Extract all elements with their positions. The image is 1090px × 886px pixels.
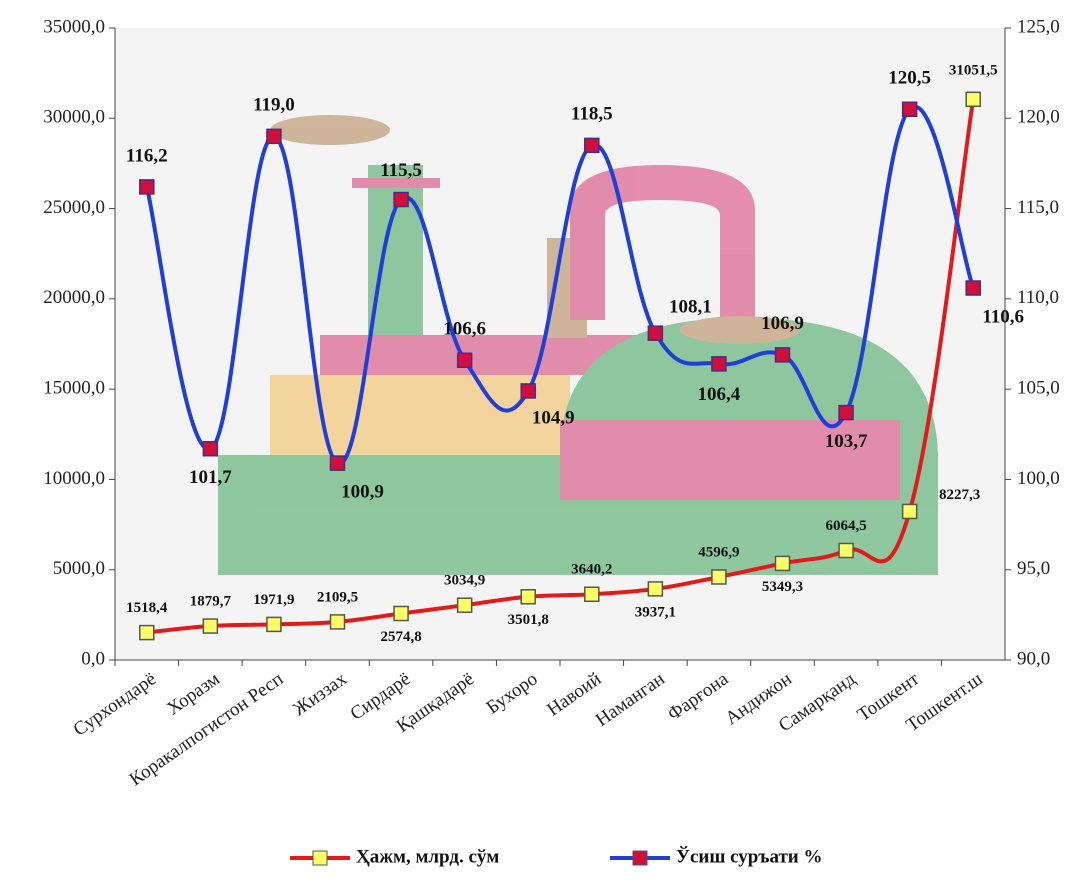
marker <box>901 503 918 520</box>
y-tick-label: 0,0 <box>81 648 105 669</box>
value-label: 106,6 <box>443 319 486 340</box>
value-label: 115,5 <box>380 160 422 181</box>
smoke <box>680 316 800 344</box>
marker <box>838 404 854 421</box>
marker <box>965 91 981 108</box>
value-label: 1879,7 <box>190 593 232 609</box>
y2-tick-label: 100,0 <box>1017 468 1060 489</box>
y-tick-label: 15000,0 <box>43 378 105 399</box>
x-tick-label: Фарғона <box>664 668 733 725</box>
value-label: 1518,4 <box>126 600 168 616</box>
value-label: 5349,3 <box>762 579 803 595</box>
value-label: 4596,9 <box>698 544 739 560</box>
y-tick-label: 20000,0 <box>43 287 105 308</box>
marker <box>456 597 473 613</box>
y-tick-label: 25000,0 <box>43 197 105 218</box>
marker <box>520 383 536 399</box>
marker <box>774 555 791 572</box>
value-label: 104,9 <box>532 407 575 428</box>
chimney-ring <box>352 178 440 188</box>
value-label: 119,0 <box>253 95 295 116</box>
marker <box>202 618 219 634</box>
marker <box>901 101 918 118</box>
marker <box>266 616 282 633</box>
marker <box>393 191 409 208</box>
marker <box>584 137 600 154</box>
value-label: 8227,3 <box>939 487 980 503</box>
series-line <box>146 98 976 635</box>
value-label: 100,9 <box>341 482 384 503</box>
marker <box>329 614 346 630</box>
value-label: 106,9 <box>761 313 804 334</box>
y2-tick-label: 90,0 <box>1017 648 1050 669</box>
value-label: 120,5 <box>888 68 931 89</box>
value-label: 31051,5 <box>949 63 998 79</box>
marker <box>774 347 791 363</box>
marker <box>520 589 536 605</box>
x-tick-label: Бухоро <box>483 668 542 718</box>
marker <box>266 128 282 145</box>
y-tick-label: 10000,0 <box>43 468 105 489</box>
y2-tick-label: 95,0 <box>1017 558 1050 579</box>
y2-tick-label: 105,0 <box>1017 378 1060 399</box>
y2-tick-label: 115,0 <box>1017 197 1059 218</box>
y2-tick-label: 110,0 <box>1017 287 1059 308</box>
background-illustration <box>218 115 938 575</box>
x-tick-label: Жиззах <box>289 668 351 720</box>
marker <box>329 455 346 471</box>
smoke <box>270 115 390 145</box>
marker <box>838 542 854 559</box>
marker <box>456 352 473 369</box>
value-label: 3640,2 <box>571 562 612 578</box>
legend-marker <box>312 850 328 866</box>
y-tick-label: 5000,0 <box>53 558 105 579</box>
value-label: 1971,9 <box>253 592 294 608</box>
y2-tick-label: 125,0 <box>1017 16 1060 37</box>
x-tick-label: Наманган <box>592 668 669 731</box>
value-label: 2574,8 <box>380 629 421 645</box>
marker <box>202 440 219 457</box>
pipe-arch <box>570 165 755 320</box>
value-label: 108,1 <box>669 297 712 318</box>
x-tick-label: Сурхондарё <box>70 668 160 740</box>
legend-marker <box>632 850 648 866</box>
value-label: 6064,5 <box>825 518 866 534</box>
marker <box>584 586 600 603</box>
marker <box>711 356 727 372</box>
value-label: 3501,8 <box>508 612 549 628</box>
value-label: 118,5 <box>571 104 613 125</box>
value-label: 3034,9 <box>444 573 485 589</box>
value-label: 116,2 <box>126 145 168 166</box>
y2-tick-label: 120,0 <box>1017 107 1060 128</box>
value-label: 103,7 <box>825 431 868 452</box>
value-label: 110,6 <box>982 306 1024 327</box>
marker <box>139 179 155 195</box>
value-label: 106,4 <box>698 384 741 405</box>
value-label: 101,7 <box>189 467 232 488</box>
marker <box>139 624 155 641</box>
marker <box>393 605 409 622</box>
value-label: 2109,5 <box>317 589 358 605</box>
y-tick-label: 35000,0 <box>43 16 105 37</box>
legend-label: Ўсиш суръати % <box>676 845 822 867</box>
dome-band <box>560 420 900 500</box>
marker <box>711 569 727 585</box>
value-label: 3937,1 <box>635 604 676 620</box>
marker <box>647 325 664 341</box>
marker <box>965 280 981 296</box>
legend-label: Ҳажм, млрд. сўм <box>356 846 499 867</box>
y-tick-label: 30000,0 <box>43 107 105 128</box>
marker <box>647 581 664 597</box>
